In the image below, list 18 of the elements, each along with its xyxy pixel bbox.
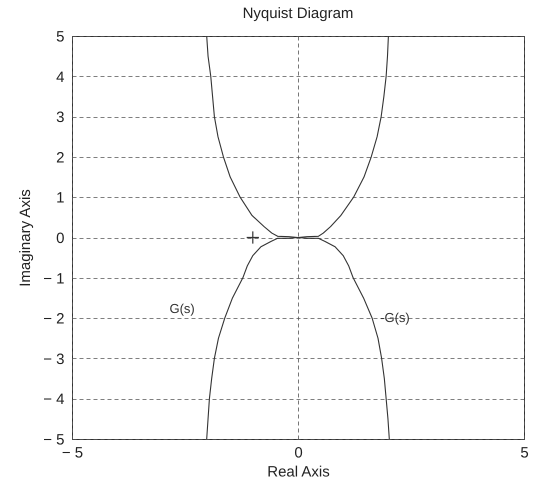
y-tick-label: 4: [56, 68, 64, 86]
y-tick-label: 0: [56, 230, 64, 247]
y-tick-label: − 1: [43, 270, 64, 288]
x-tick-label: 0: [294, 444, 303, 462]
y-tick-label: − 3: [43, 350, 64, 368]
y-axis-title: Imaginary Axis: [17, 189, 34, 287]
chart-title: Nyquist Diagram: [242, 5, 354, 22]
text: G(s): [169, 301, 195, 316]
y-tick-label: − 2: [43, 310, 64, 328]
y-tick-label: 3: [56, 109, 64, 126]
x-tick-label: 5: [520, 444, 529, 462]
y-tick-label: − 5: [43, 432, 64, 448]
y-tick-label: 2: [56, 149, 64, 166]
y-tick-label: 1: [56, 190, 64, 207]
y-tick-label: 5: [56, 28, 64, 46]
y-tick-label: − 4: [43, 391, 64, 408]
x-axis-title: Real Axis: [267, 464, 330, 480]
series-label: -G(s): [380, 310, 410, 326]
